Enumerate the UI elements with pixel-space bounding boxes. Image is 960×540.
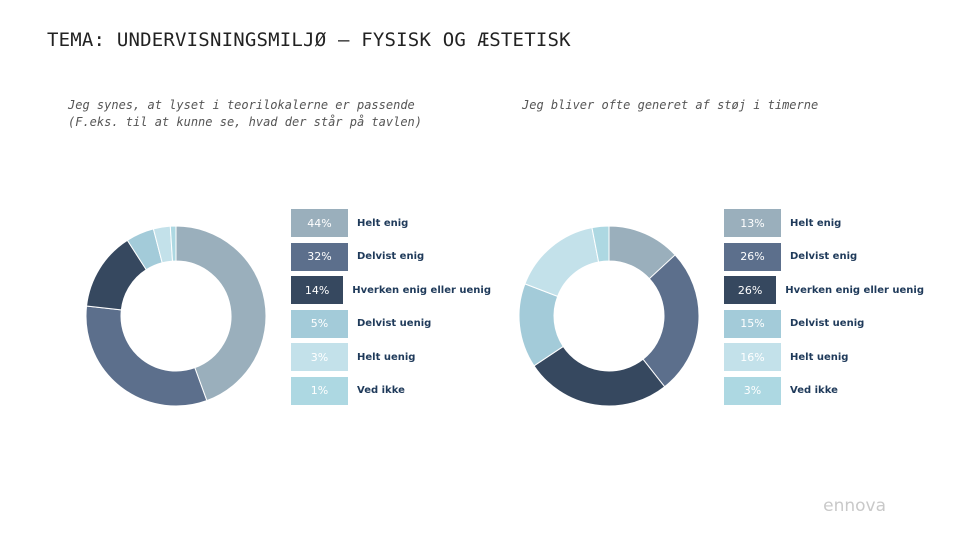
legend-value: 13%: [724, 209, 781, 237]
donut-slice-1: [175, 225, 267, 402]
page-title: TEMA: UNDERVISNINGSMILJØ – FYSISK OG ÆST…: [47, 29, 571, 51]
legend-value: 16%: [724, 343, 781, 371]
legend-label: Delvist uenig: [790, 318, 865, 329]
legend-label: Helt enig: [790, 217, 842, 229]
legend-row: 26% Delvist enig: [724, 242, 924, 271]
donut-slice-6: [169, 225, 177, 262]
donut-slice-6: [591, 225, 610, 263]
donut-slice-2: [85, 305, 208, 407]
legend-value: 5%: [291, 309, 348, 338]
legend-row: 15% Delvist uenig: [724, 309, 924, 338]
legend-value: 32%: [291, 242, 348, 271]
chart-2-legend: 13% Helt enig 26% Delvist enig 26% Hverken en…: [724, 209, 924, 410]
legend-label: Hverken enig eller uenig: [352, 284, 491, 296]
legend-value: 1%: [291, 376, 348, 405]
legend-value: 26%: [724, 276, 777, 304]
chart-1-donut: [85, 225, 267, 407]
donut-slice-5: [524, 227, 600, 298]
legend-value: 14%: [291, 276, 344, 304]
legend-value: 3%: [724, 376, 781, 405]
legend-row: 14% Hverken enig eller uenig: [291, 276, 491, 304]
legend-row: 1% Ved ikke: [291, 376, 491, 405]
legend-label: Delvist enig: [790, 251, 858, 262]
legend-row: 3% Ved ikke: [724, 376, 924, 405]
legend-row: 44% Helt enig: [291, 209, 491, 237]
legend-row: 32% Delvist enig: [291, 242, 491, 271]
legend-row: 16% Helt uenig: [724, 343, 924, 371]
legend-label: Ved ikke: [357, 385, 405, 396]
donut-slice-3: [533, 345, 666, 407]
ennova-logo: ennova: [823, 496, 886, 516]
legend-label: Ved ikke: [790, 385, 838, 396]
legend-value: 15%: [724, 309, 781, 338]
legend-row: 13% Helt enig: [724, 209, 924, 237]
legend-label: Hverken enig eller uenig: [785, 284, 924, 296]
legend-value: 44%: [291, 209, 348, 237]
legend-row: 3% Helt uenig: [291, 343, 491, 371]
legend-label: Helt uenig: [357, 351, 416, 363]
legend-label: Helt uenig: [790, 351, 849, 363]
chart-2-question: Jeg bliver ofte generet af støj i timern…: [522, 98, 819, 112]
legend-row: 5% Delvist uenig: [291, 309, 491, 338]
legend-label: Delvist enig: [357, 251, 425, 262]
chart-2-donut: [518, 225, 700, 407]
legend-value: 26%: [724, 242, 781, 271]
chart-1-question: Jeg synes, at lyset i teorilokalerne er …: [68, 98, 423, 129]
legend-row: 26% Hverken enig eller uenig: [724, 276, 924, 304]
legend-label: Helt enig: [357, 217, 409, 229]
legend-value: 3%: [291, 343, 348, 371]
chart-1-legend: 44% Helt enig 32% Delvist enig 14% Hverken en…: [291, 209, 491, 410]
legend-label: Delvist uenig: [357, 318, 432, 329]
